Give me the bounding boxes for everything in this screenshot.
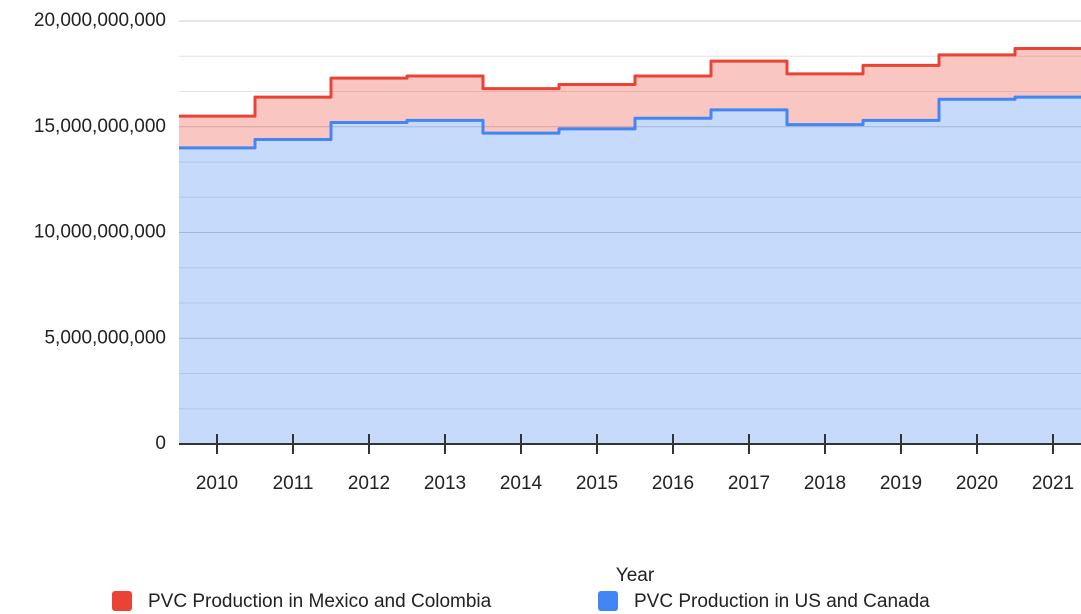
x-tick-label: 2017: [728, 473, 770, 494]
x-tick-label: 2018: [804, 473, 846, 494]
legend-swatch: [598, 591, 618, 611]
area-segment: [635, 118, 711, 444]
area-segment: [635, 75, 711, 119]
x-tick-label: 2019: [880, 473, 922, 494]
area-segment: [407, 120, 483, 444]
x-axis-label: Year: [616, 565, 655, 586]
y-tick-label: 5,000,000,000: [44, 327, 166, 348]
x-tick-label: 2015: [576, 473, 618, 494]
y-tick-label: 15,000,000,000: [34, 116, 166, 137]
y-tick-label: 0: [155, 433, 166, 454]
x-tick-label: 2012: [348, 473, 390, 494]
area-segment: [1015, 97, 1081, 444]
legend-label: PVC Production in Mexico and Colombia: [148, 591, 492, 612]
area-segment: [863, 65, 939, 121]
area-segment: [559, 84, 635, 129]
area-segment: [179, 116, 255, 148]
legend-swatch: [112, 591, 132, 611]
area-segment: [711, 109, 787, 444]
x-tick-label: 2021: [1032, 473, 1074, 494]
area-segment: [407, 75, 483, 121]
y-tick-label: 20,000,000,000: [34, 10, 166, 31]
x-tick-label: 2014: [500, 473, 543, 494]
area-segment: [331, 122, 407, 445]
area-segment: [483, 133, 559, 444]
x-tick-label: 2013: [424, 473, 466, 494]
area-segment: [483, 88, 559, 134]
area-segment: [179, 147, 255, 444]
area-segment: [939, 99, 1015, 444]
area-segment: [331, 78, 407, 123]
area-segment: [939, 54, 1015, 100]
area-segment: [787, 73, 863, 125]
y-tick-label: 10,000,000,000: [34, 222, 166, 243]
x-tick-label: 2011: [273, 473, 314, 494]
area-segment: [711, 61, 787, 110]
area-segment: [255, 139, 331, 444]
x-tick-label: 2010: [196, 473, 238, 494]
area-segment: [559, 128, 635, 445]
area-segment: [1015, 48, 1081, 98]
area-segment: [255, 97, 331, 140]
area-segment: [787, 124, 863, 444]
x-tick-label: 2016: [652, 473, 694, 494]
x-tick-label: 2020: [956, 473, 998, 494]
legend-label: PVC Production in US and Canada: [634, 591, 930, 612]
area-segment: [863, 120, 939, 444]
